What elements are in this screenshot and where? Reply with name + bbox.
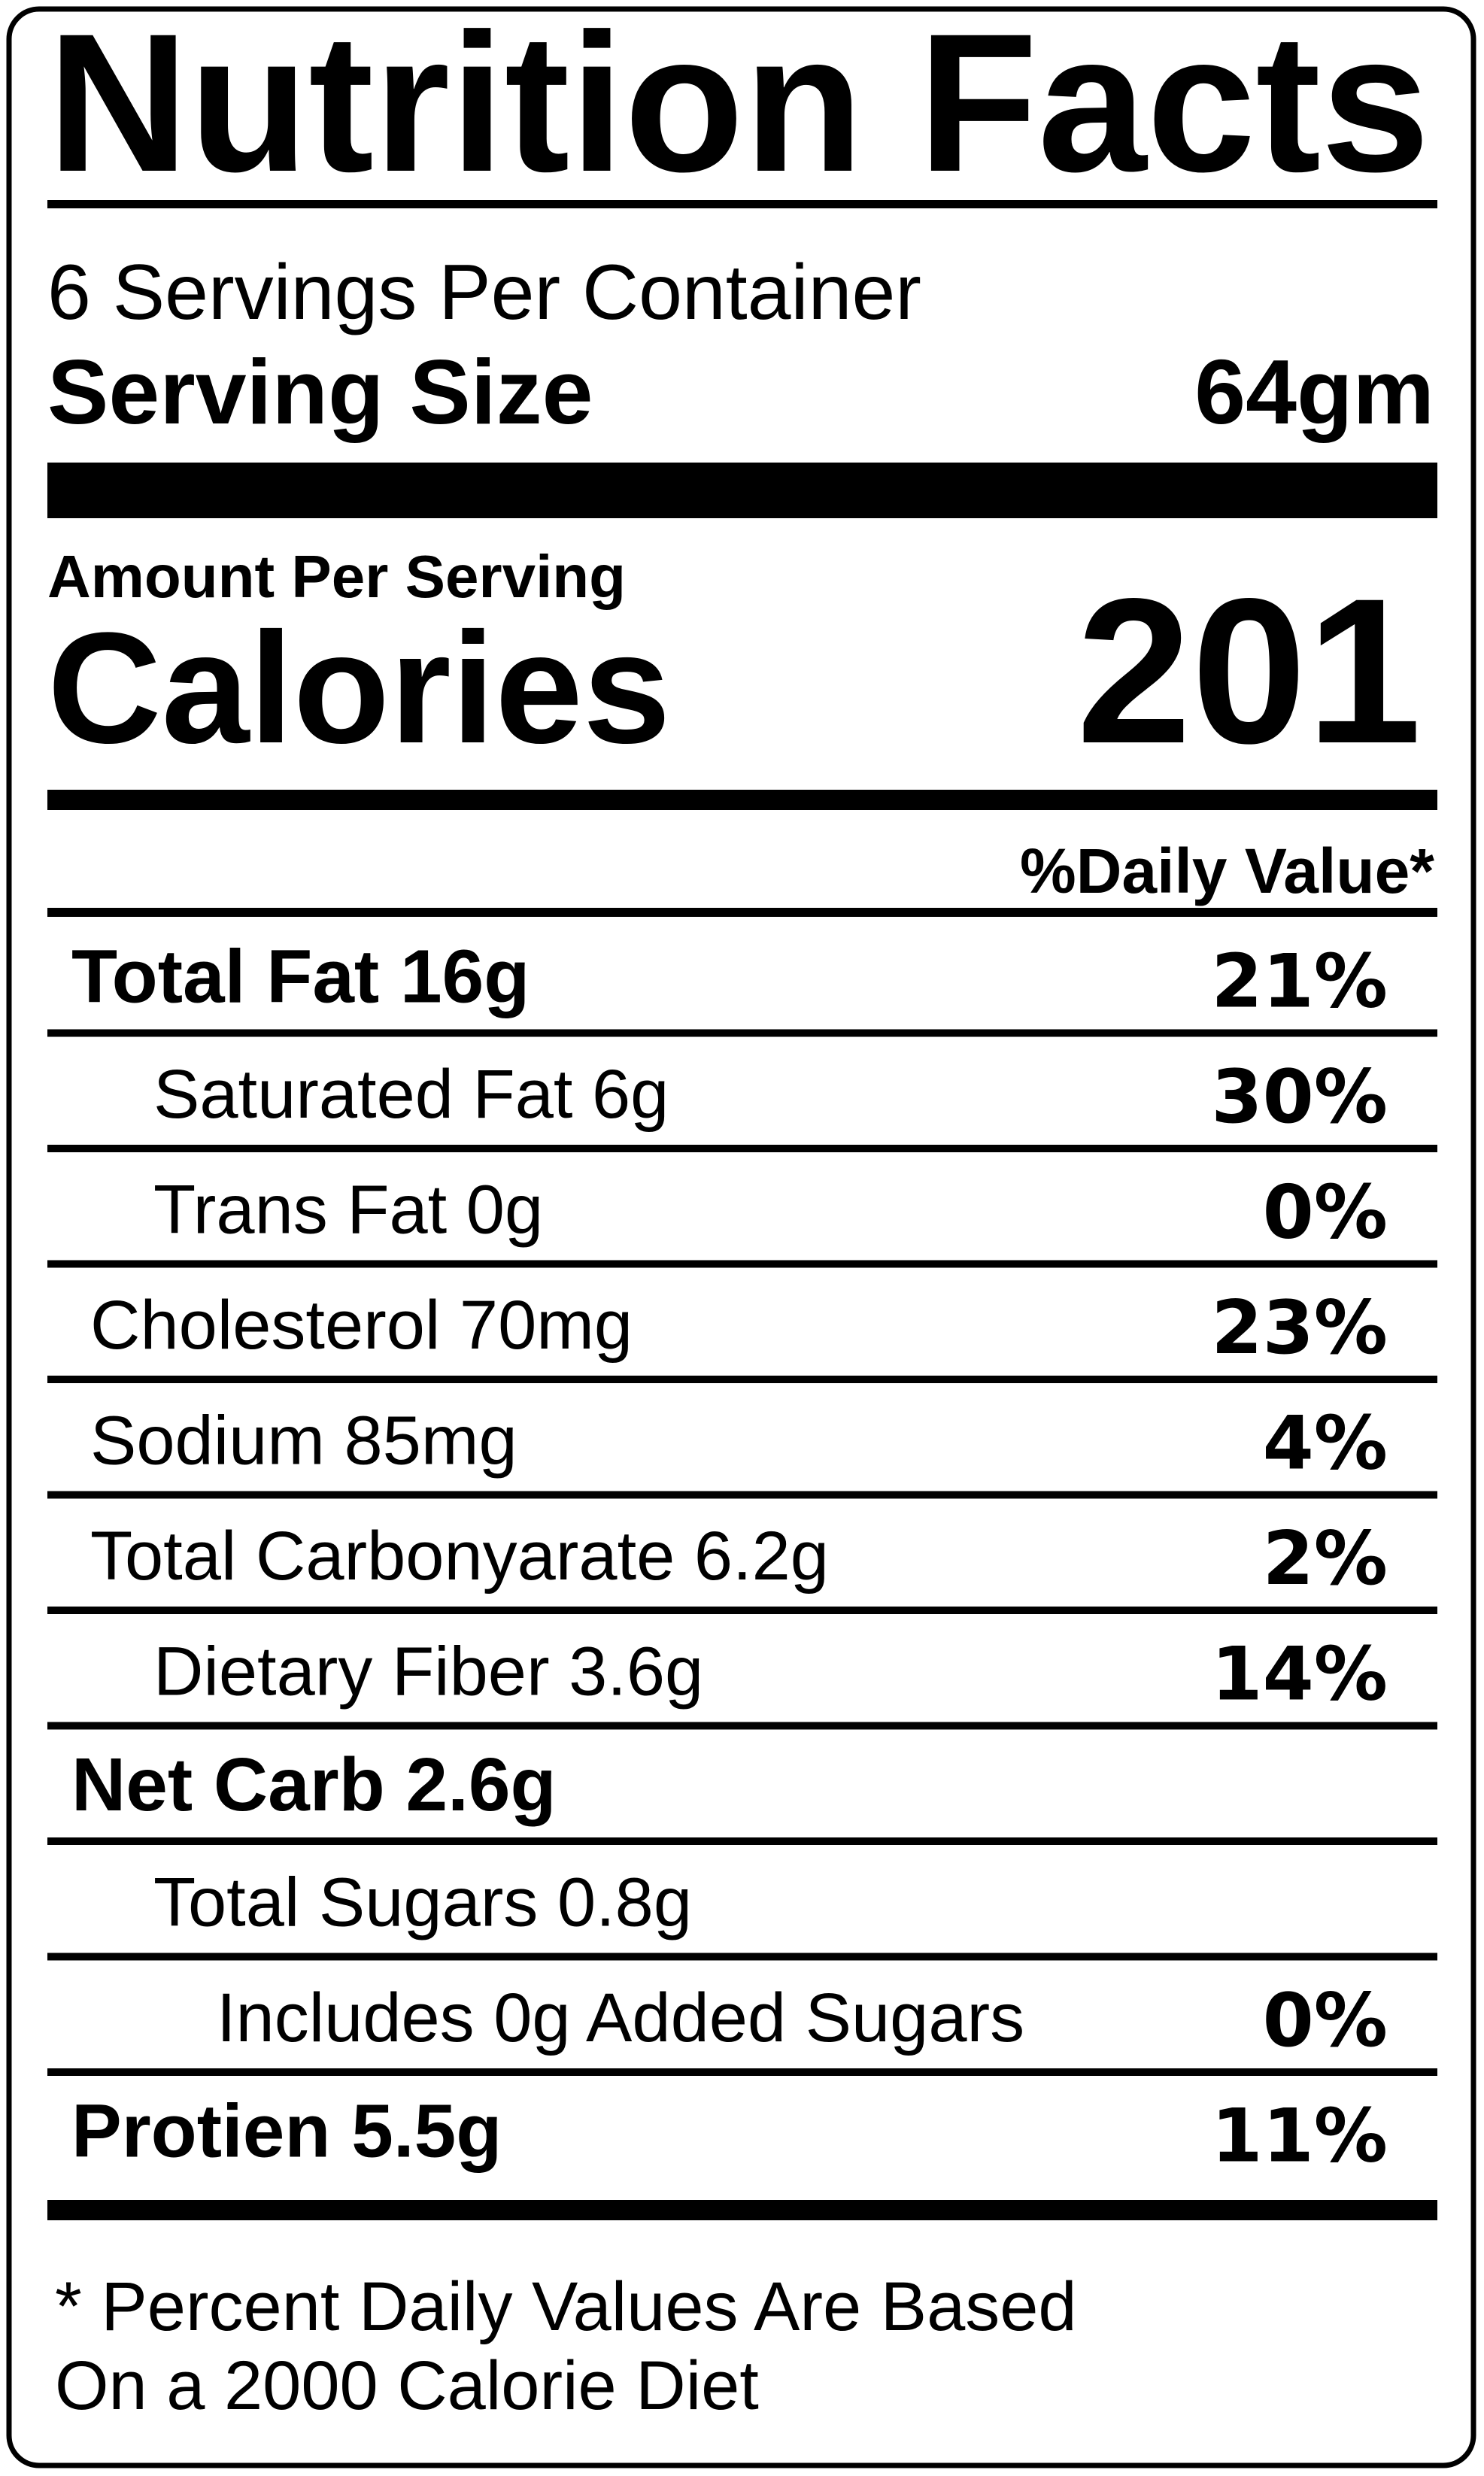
medium-rule: [47, 790, 1437, 810]
rule: [47, 1722, 1437, 1730]
footnote-line: On a 2000 Calorie Diet: [55, 2347, 759, 2424]
rule: [47, 2068, 1437, 2076]
nutrient-label: Total Carbonyarate 6.2g: [90, 1518, 829, 1595]
nutrient-label: Net Carb 2.6g: [71, 1743, 557, 1827]
calories-label: Calories: [47, 599, 671, 776]
rule: [47, 1376, 1437, 1383]
serving-size-label: Serving Size: [47, 341, 593, 443]
rule: [47, 1145, 1437, 1152]
nutrient-label: Dietary Fiber 3.6g: [153, 1634, 703, 1710]
daily-value: 30%: [1211, 1054, 1388, 1140]
nutrient-label: Total Fat 16g: [71, 935, 530, 1019]
serving-size-value: 64gm: [1194, 341, 1434, 443]
nutrient-label: Cholesterol 70mg: [90, 1287, 633, 1364]
nutrient-label: Includes 0g Added Sugars: [217, 1980, 1024, 2056]
amount-per-serving: Amount Per Serving: [47, 543, 626, 610]
daily-value: 0%: [1263, 1978, 1388, 2064]
nutrient-label: Total Sugars 0.8g: [153, 1865, 692, 1941]
servings: 6 Servings Per Container: [47, 249, 921, 336]
rule: [47, 1260, 1437, 1268]
rule: [47, 200, 1437, 208]
nutrient-label: Sodium 85mg: [90, 1403, 517, 1479]
daily-value: 11%: [1211, 2094, 1388, 2180]
daily-value: 2%: [1263, 1516, 1388, 1602]
nutrient-label: Saturated Fat 6g: [153, 1056, 669, 1133]
medium-rule: [47, 2200, 1437, 2220]
rule: [47, 1607, 1437, 1614]
label-border: [6, 6, 1476, 2468]
nutrient-label: Trans Fat 0g: [153, 1172, 543, 1249]
rule: [47, 908, 1437, 917]
daily-value: 23%: [1211, 1285, 1388, 1371]
calories-value: 201: [1076, 556, 1422, 787]
daily-value-header: %Daily Value*: [1020, 836, 1434, 906]
daily-value: 0%: [1263, 1170, 1388, 1256]
daily-value: 4%: [1263, 1401, 1388, 1487]
daily-value: 14%: [1211, 1632, 1388, 1718]
rule: [47, 1837, 1437, 1845]
daily-value: 21%: [1211, 939, 1388, 1025]
title: Nutrition Facts: [47, 0, 1430, 213]
rule: [47, 1491, 1437, 1499]
thick-rule: [47, 463, 1437, 518]
rule: [47, 1953, 1437, 1961]
rule: [47, 1029, 1437, 1037]
footnote-line: * Percent Daily Values Are Based: [55, 2268, 1077, 2345]
nutrient-label: Protien 5.5g: [71, 2089, 502, 2174]
